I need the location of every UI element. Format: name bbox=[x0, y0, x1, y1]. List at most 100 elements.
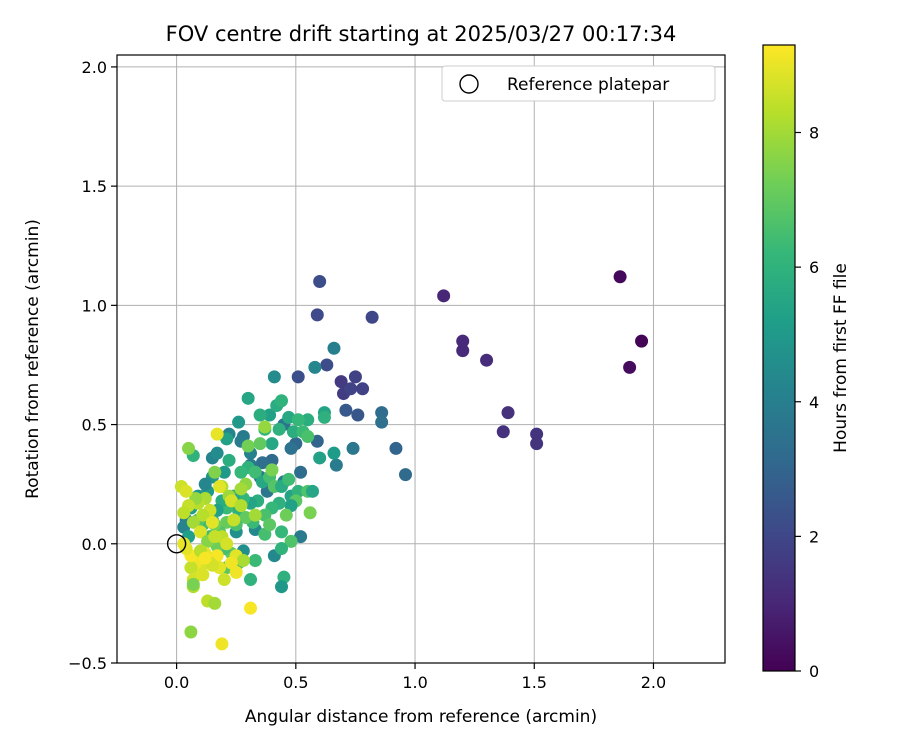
x-tick-label: 2.0 bbox=[641, 673, 666, 692]
colorbar: 0 2 4 6 8 Hours from first FF file bbox=[762, 44, 851, 681]
data-point bbox=[291, 370, 305, 384]
data-point bbox=[236, 553, 250, 567]
data-point bbox=[272, 422, 286, 436]
data-point bbox=[501, 406, 515, 420]
legend-box bbox=[441, 65, 716, 102]
data-point bbox=[375, 406, 389, 420]
data-point bbox=[275, 542, 289, 556]
data-point bbox=[241, 439, 255, 453]
data-point bbox=[263, 518, 277, 532]
data-point bbox=[301, 429, 315, 443]
data-point bbox=[344, 382, 358, 396]
data-point bbox=[253, 408, 267, 422]
y-tick-label: 1.5 bbox=[82, 177, 107, 196]
data-point bbox=[456, 344, 470, 358]
data-point bbox=[334, 375, 348, 389]
data-point bbox=[182, 441, 196, 455]
data-point bbox=[215, 637, 229, 651]
data-point bbox=[389, 441, 403, 455]
x-tick-label: 1.5 bbox=[522, 673, 547, 692]
data-point bbox=[282, 472, 296, 486]
reference-marker bbox=[166, 534, 187, 554]
data-point bbox=[184, 625, 198, 639]
data-point bbox=[437, 289, 451, 303]
data-point bbox=[294, 465, 308, 479]
y-tick-label: 2.0 bbox=[82, 58, 107, 77]
data-point bbox=[291, 413, 305, 427]
colorbar-tick-label: 8 bbox=[809, 124, 819, 143]
data-point bbox=[356, 382, 370, 396]
chart-title: FOV centre drift starting at 2025/03/27 … bbox=[166, 22, 677, 46]
data-point bbox=[229, 565, 243, 579]
data-point bbox=[234, 499, 248, 513]
data-point bbox=[263, 408, 277, 422]
colorbar-tick-label: 2 bbox=[809, 527, 819, 546]
x-axis-label: Angular distance from reference (arcmin) bbox=[245, 707, 597, 727]
data-point bbox=[258, 420, 272, 434]
colorbar-label: Hours from first FF file bbox=[831, 263, 851, 453]
data-point bbox=[222, 453, 236, 467]
data-point bbox=[248, 508, 262, 522]
data-point bbox=[317, 410, 331, 424]
data-point bbox=[320, 358, 334, 372]
data-point bbox=[375, 415, 389, 429]
data-point bbox=[275, 394, 289, 408]
data-point bbox=[306, 484, 320, 498]
data-point bbox=[284, 534, 298, 548]
data-point bbox=[210, 446, 224, 460]
colorbar-tick-label: 6 bbox=[809, 258, 819, 277]
data-point bbox=[234, 482, 248, 496]
data-point bbox=[205, 515, 219, 529]
data-point bbox=[198, 551, 212, 565]
data-point bbox=[177, 506, 191, 520]
data-point bbox=[227, 513, 241, 527]
colorbar-ticks: 0 2 4 6 8 bbox=[795, 124, 819, 681]
data-point bbox=[208, 596, 222, 610]
data-point bbox=[284, 441, 298, 455]
data-point bbox=[313, 275, 327, 289]
data-point bbox=[308, 360, 322, 374]
data-point bbox=[210, 427, 224, 441]
x-axis-ticks: 0.0 0.5 1.0 1.5 2.0 bbox=[164, 663, 666, 692]
data-point bbox=[198, 477, 212, 491]
colorbar-gradient bbox=[762, 44, 796, 672]
data-point bbox=[329, 458, 343, 472]
data-point bbox=[179, 484, 193, 498]
data-point bbox=[196, 508, 210, 522]
data-point bbox=[530, 437, 544, 451]
data-point bbox=[327, 446, 341, 460]
y-tick-label: 0.5 bbox=[82, 416, 107, 435]
data-point bbox=[244, 573, 258, 587]
data-point bbox=[241, 391, 255, 405]
data-point bbox=[275, 580, 289, 594]
data-point bbox=[193, 525, 207, 539]
data-point bbox=[613, 270, 627, 284]
x-tick-label: 1.0 bbox=[402, 673, 427, 692]
y-axis-label: Rotation from reference (arcmin) bbox=[23, 219, 43, 499]
data-point bbox=[310, 308, 324, 322]
data-point bbox=[184, 561, 198, 575]
data-point bbox=[339, 403, 353, 417]
data-point bbox=[279, 508, 293, 522]
data-point bbox=[351, 408, 365, 422]
data-point bbox=[365, 310, 379, 324]
legend-label: Reference platepar bbox=[507, 75, 669, 95]
y-axis-ticks: −0.5 0.0 0.5 1.0 1.5 2.0 bbox=[68, 58, 117, 673]
data-point bbox=[265, 437, 279, 451]
x-tick-label: 0.5 bbox=[283, 673, 308, 692]
data-point bbox=[301, 413, 315, 427]
data-point bbox=[213, 480, 227, 494]
data-point bbox=[217, 573, 231, 587]
data-point bbox=[255, 456, 269, 470]
plot-frame bbox=[116, 54, 726, 664]
data-point bbox=[267, 370, 281, 384]
data-point bbox=[253, 437, 267, 451]
data-point bbox=[496, 425, 510, 439]
data-point bbox=[177, 537, 191, 551]
data-point bbox=[208, 465, 222, 479]
data-point bbox=[480, 353, 494, 367]
y-tick-label: −0.5 bbox=[68, 654, 107, 673]
data-point bbox=[456, 334, 470, 348]
y-tick-label: 0.0 bbox=[82, 535, 107, 554]
